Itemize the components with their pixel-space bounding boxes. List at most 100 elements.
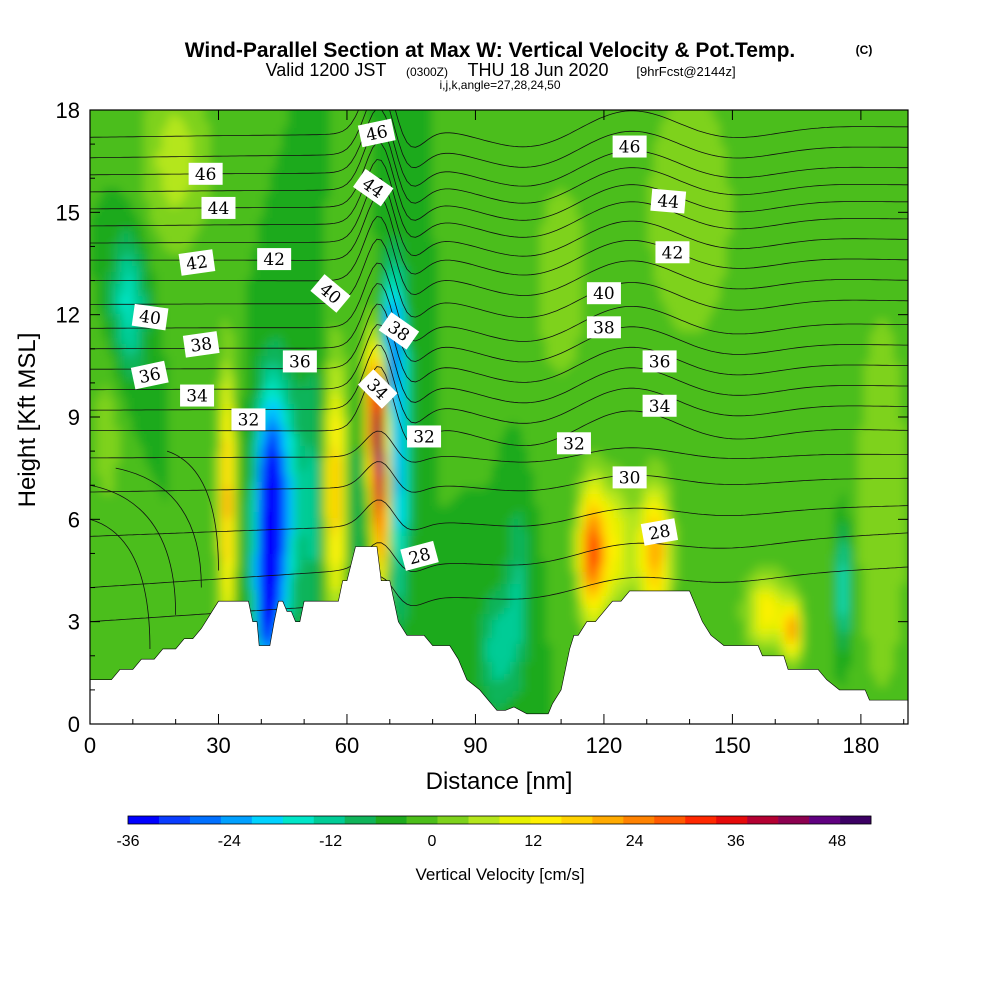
field-cell (732, 110, 739, 117)
field-cell (726, 146, 733, 153)
field-cell (426, 158, 433, 165)
field-cell (804, 296, 811, 303)
field-cell (102, 308, 109, 315)
field-cell (420, 206, 427, 213)
field-cell (900, 128, 907, 135)
field-cell (822, 98, 829, 105)
field-cell (714, 140, 721, 147)
field-cell (918, 98, 925, 105)
field-cell (372, 284, 379, 291)
field-cell (678, 236, 685, 243)
field-cell (846, 296, 853, 303)
field-cell (558, 164, 565, 171)
field-cell (438, 134, 445, 141)
field-cell (450, 236, 457, 243)
field-cell (576, 242, 583, 249)
field-cell (762, 266, 769, 273)
field-cell (102, 194, 109, 201)
field-cell (108, 260, 115, 267)
field-cell (768, 200, 775, 207)
field-cell (642, 182, 649, 189)
field-cell (204, 158, 211, 165)
field-cell (852, 188, 859, 195)
field-cell (558, 278, 565, 285)
field-cell (114, 98, 121, 105)
field-cell (816, 140, 823, 147)
field-cell (810, 248, 817, 255)
field-cell (858, 206, 865, 213)
field-cell (906, 116, 908, 123)
field-cell (750, 140, 757, 147)
field-cell (294, 146, 301, 153)
field-cell (462, 290, 469, 297)
field-cell (318, 140, 325, 147)
field-cell (702, 200, 709, 207)
field-cell (438, 260, 445, 267)
field-cell (564, 236, 571, 243)
field-cell (522, 146, 529, 153)
field-cell (918, 194, 925, 201)
field-cell (882, 194, 889, 201)
field-cell (318, 248, 325, 255)
field-cell (546, 218, 553, 225)
field-cell (792, 116, 799, 123)
field-cell (150, 242, 157, 249)
field-cell (684, 296, 691, 303)
field-cell (570, 272, 577, 279)
field-cell (834, 296, 841, 303)
field-cell (852, 200, 859, 207)
field-cell (408, 152, 415, 159)
field-cell (144, 146, 151, 153)
field-cell (894, 206, 901, 213)
field-cell (774, 146, 781, 153)
field-cell (654, 260, 661, 267)
field-cell (660, 278, 667, 285)
field-cell (864, 176, 871, 183)
field-cell (336, 278, 343, 285)
field-cell (108, 164, 115, 171)
field-cell (342, 200, 349, 207)
field-cell (660, 266, 667, 273)
field-cell (696, 146, 703, 153)
field-cell (672, 260, 679, 267)
field-cell (408, 188, 415, 195)
field-cell (528, 146, 535, 153)
field-cell (828, 176, 835, 183)
field-cell (606, 134, 613, 141)
field-cell (792, 218, 799, 225)
field-cell (624, 236, 631, 243)
field-cell (552, 236, 559, 243)
field-cell (894, 146, 901, 153)
field-cell (846, 194, 853, 201)
field-cell (204, 98, 211, 105)
field-cell (174, 302, 181, 309)
field-cell (558, 194, 565, 201)
field-cell (282, 176, 289, 183)
field-cell (120, 98, 127, 105)
field-cell (768, 260, 775, 267)
field-cell (828, 122, 835, 129)
field-cell (918, 110, 925, 117)
field-cell (816, 164, 823, 171)
field-cell (138, 128, 145, 135)
field-cell (162, 182, 169, 189)
field-cell (516, 206, 523, 213)
field-cell (906, 188, 908, 195)
field-cell (534, 134, 541, 141)
field-cell (402, 98, 409, 105)
field-cell (834, 242, 841, 249)
field-cell (168, 272, 175, 279)
field-cell (720, 194, 727, 201)
field-cell (780, 200, 787, 207)
field-cell (450, 158, 457, 165)
field-cell (642, 116, 649, 123)
field-cell (744, 128, 751, 135)
field-cell (432, 164, 439, 171)
field-cell (468, 110, 475, 117)
field-cell (438, 212, 445, 219)
field-cell (390, 98, 397, 105)
field-cell (906, 230, 908, 237)
field-cell (882, 218, 889, 225)
field-cell (222, 98, 229, 105)
